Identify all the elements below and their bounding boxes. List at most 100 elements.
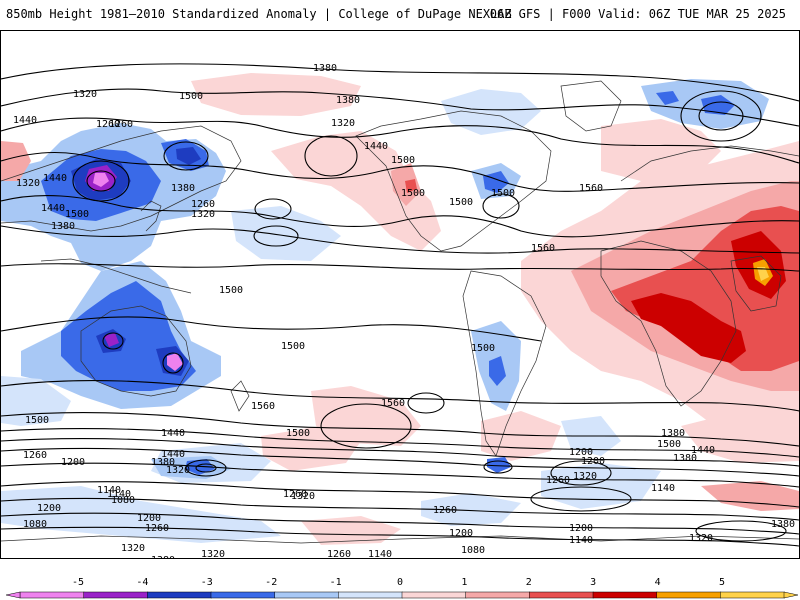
colorbar-legend: -5 -4 -3 -2 -1 0 1 2 3 4 5	[0, 560, 800, 600]
contour-label: 1440	[161, 428, 185, 439]
coast-east-asia	[1, 125, 242, 232]
closed-contour	[195, 463, 217, 473]
contour-label: 1380	[171, 183, 195, 194]
run-info: 06Z GFS | F000 Valid: 06Z TUE MAR 25 202…	[489, 7, 786, 21]
colorbar-segment	[529, 591, 594, 599]
contour-label: 1500	[219, 285, 243, 296]
colorbar-tick-label: 5	[719, 577, 725, 588]
contour-line	[1, 411, 799, 447]
closed-contour	[483, 460, 513, 474]
contour-line	[1, 481, 799, 508]
colorbar-left-arrow	[5, 591, 21, 599]
contour-line	[1, 512, 799, 535]
pos-anomaly-north-atlantic	[601, 119, 721, 181]
contour-line	[1, 88, 799, 127]
contour-label: 1440	[41, 203, 65, 214]
coast-australia	[80, 305, 192, 397]
pos-anomaly-south-pacific	[311, 386, 421, 446]
contour-label: 1500	[657, 439, 681, 450]
contour-label: 1200	[449, 528, 473, 539]
contour-line	[1, 263, 799, 272]
contour-line	[1, 195, 799, 238]
pos-anomaly-africa-core	[631, 293, 746, 363]
contour-label: 1320	[689, 533, 713, 544]
coast-indonesia	[40, 258, 192, 294]
closed-contour	[163, 141, 209, 171]
closed-contour	[530, 486, 632, 512]
closed-contour	[162, 352, 184, 374]
contour-label: 1200	[137, 513, 161, 524]
contour-label: 1560	[579, 183, 603, 194]
neg-anomaly-southern-ocean-core	[185, 459, 215, 475]
contour-label: 1260	[283, 489, 307, 500]
height-contours	[1, 63, 799, 547]
colorbar-segment	[401, 591, 467, 599]
closed-contour	[253, 225, 299, 247]
contour-label: 1320	[191, 209, 215, 220]
contour-label: 1320	[291, 491, 315, 502]
closed-contour	[72, 160, 130, 202]
coast-africa	[600, 240, 737, 407]
contour-label: 1260	[191, 199, 215, 210]
contour-line	[1, 316, 542, 342]
pos-anomaly-south-indian	[681, 411, 799, 463]
neg-anomaly-south-atlantic	[541, 463, 661, 509]
coast-south-america	[462, 270, 547, 457]
closed-contour	[680, 90, 762, 142]
pos-anomaly-antarctic	[701, 481, 799, 511]
neg-anomaly-antarctic-1	[1, 486, 281, 543]
colorbar-tick-label: 4	[655, 577, 661, 588]
contour-line	[1, 225, 799, 254]
colorbar-tick-label: -3	[201, 577, 213, 588]
colorbar-segment	[147, 591, 212, 599]
pos-anomaly-west-edge	[1, 141, 31, 181]
contour-label: 1440	[691, 445, 715, 456]
contour-label: 1260	[96, 119, 120, 130]
colorbar-segment	[83, 591, 149, 599]
contour-label: 1260	[546, 475, 570, 486]
contour-label: 1080	[461, 545, 485, 556]
closed-contour	[304, 135, 358, 177]
contour-label: 1320	[331, 118, 355, 129]
contour-label: 1440	[161, 449, 185, 460]
header: 850mb Height 1981–2010 Standardized Anom…	[0, 0, 800, 30]
contour-label: 1500	[281, 341, 305, 352]
pos-anomaly-gulf-alaska	[271, 131, 441, 251]
colorbar-right-arrow	[783, 591, 799, 599]
contour-label: 1200	[581, 456, 605, 467]
contour-line	[1, 526, 799, 547]
contour-label: 1380	[151, 555, 175, 558]
contour-label: 1500	[491, 188, 515, 199]
colorbar-segment	[592, 591, 658, 599]
colorbar-tick-label: 1	[461, 577, 467, 588]
contour-label: 1440	[364, 141, 388, 152]
contour-label: 1380	[661, 428, 685, 439]
pos-anomaly-antarctic-2	[301, 516, 401, 545]
contour-label: 1440	[13, 115, 37, 126]
contour-label: 1500	[391, 155, 415, 166]
colorbar-tick-label: -1	[330, 577, 342, 588]
contour-label: 1380	[151, 457, 175, 468]
contour-label: 1260	[433, 505, 457, 516]
colorbar: -5 -4 -3 -2 -1 0 1 2 3 4 5	[5, 577, 799, 599]
contour-label: 1500	[179, 91, 203, 102]
coast-north-america	[355, 110, 552, 252]
contour-line	[1, 437, 799, 467]
contour-label: 1560	[381, 398, 405, 409]
contour-line	[1, 117, 799, 164]
contour-label: 1560	[531, 243, 555, 254]
neg-anomaly-antarctic-2	[421, 493, 521, 526]
closed-contour	[695, 520, 787, 542]
colorbar-segment	[338, 591, 403, 599]
pos-anomaly-north-pacific	[191, 73, 361, 116]
contour-label: 1140	[651, 483, 675, 494]
colorbar-segment	[210, 591, 276, 599]
neg-anomaly-central-pacific	[231, 206, 341, 261]
contour-label: 1200	[37, 503, 61, 514]
coast-greenland	[560, 80, 622, 132]
pos-anomaly-peak-core	[757, 267, 769, 281]
anomaly-shading	[1, 73, 799, 545]
closed-contour	[550, 460, 612, 486]
